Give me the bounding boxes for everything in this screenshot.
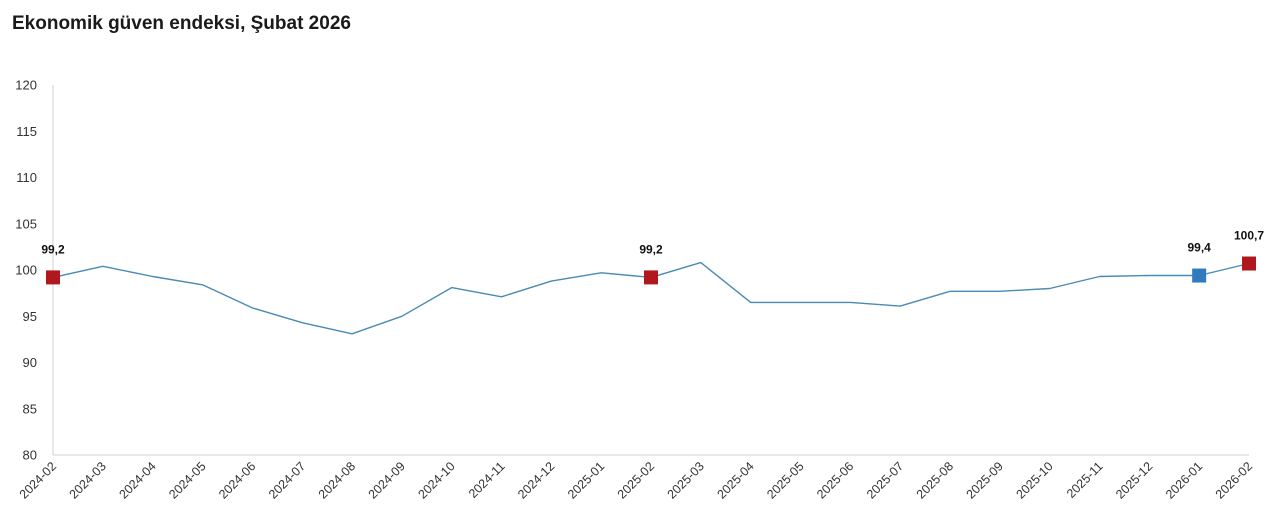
x-tick-label: 2025-04	[714, 459, 756, 501]
x-tick-label: 2024-10	[415, 459, 457, 501]
x-tick-label: 2024-03	[67, 459, 109, 501]
x-tick-label: 2025-11	[1064, 459, 1106, 501]
y-tick-label: 110	[16, 170, 37, 185]
data-label: 99,4	[1187, 241, 1211, 255]
x-tick-label: 2026-01	[1163, 459, 1205, 501]
x-tick-label: 2024-07	[266, 459, 308, 501]
data-label: 99,2	[41, 242, 65, 256]
y-tick-label: 105	[15, 216, 37, 231]
y-tick-label: 85	[23, 401, 37, 416]
x-tick-label: 2025-12	[1113, 459, 1155, 501]
y-tick-label: 120	[15, 78, 37, 93]
x-tick-label: 2025-06	[814, 459, 856, 501]
data-point-marker	[644, 270, 658, 285]
x-axis: 2024-02 2024-03 2024-04 2024-05 2024-06 2024-…	[17, 454, 1255, 502]
x-tick-label: 2024-09	[366, 459, 408, 501]
chart-title: Ekonomik güven endeksi, Şubat 2026	[12, 13, 351, 34]
y-axis: 80 85 90 95 100 105 110 115 120	[15, 78, 54, 463]
x-tick-label: 2024-02	[17, 459, 59, 501]
y-tick-label: 90	[23, 355, 37, 370]
data-point-marker	[46, 270, 60, 285]
x-tick-label: 2024-08	[316, 459, 358, 501]
y-tick-label: 80	[23, 448, 37, 463]
x-tick-label: 2025-08	[914, 459, 956, 501]
x-tick-label: 2025-05	[764, 459, 806, 501]
x-tick-label: 2026-02	[1213, 459, 1255, 501]
data-labels-group: 99,2 99,2 99,4 100,7	[41, 229, 1264, 257]
x-tick-label: 2025-01	[565, 459, 607, 501]
x-tick-label: 2024-04	[116, 459, 158, 501]
x-tick-label: 2024-12	[515, 459, 557, 501]
x-tick-label: 2025-10	[1013, 459, 1055, 501]
y-tick-label: 95	[23, 309, 37, 324]
y-tick-label: 115	[16, 124, 37, 139]
x-tick-label: 2024-11	[466, 459, 508, 501]
data-label: 100,7	[1234, 229, 1264, 243]
markers-group	[46, 256, 1256, 285]
data-label: 99,2	[639, 242, 663, 256]
x-tick-label: 2025-03	[665, 459, 707, 501]
x-tick-label: 2025-09	[964, 459, 1006, 501]
x-tick-label: 2024-05	[166, 459, 208, 501]
x-tick-label: 2024-06	[216, 459, 258, 501]
y-tick-label: 100	[15, 263, 37, 278]
x-tick-label: 2025-07	[864, 459, 906, 501]
x-tick-label: 2025-02	[615, 459, 657, 501]
data-point-marker	[1192, 268, 1207, 283]
data-point-marker	[1242, 256, 1256, 271]
